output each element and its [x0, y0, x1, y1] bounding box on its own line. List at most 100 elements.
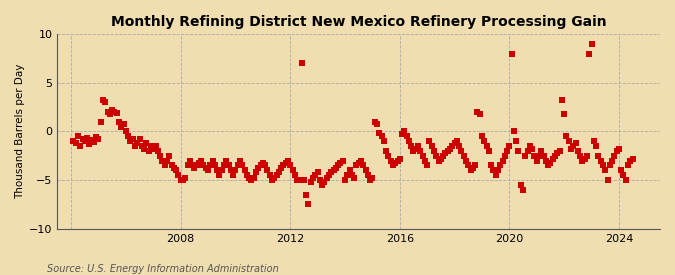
Point — [150, 144, 161, 148]
Point — [442, 149, 453, 153]
Point — [217, 168, 227, 172]
Point — [338, 158, 348, 163]
Point — [153, 149, 163, 153]
Point — [543, 163, 554, 168]
Point — [604, 163, 615, 168]
Point — [524, 144, 535, 148]
Point — [86, 138, 97, 142]
Point — [223, 163, 234, 168]
Point — [196, 158, 207, 163]
Point — [230, 168, 241, 172]
Point — [296, 61, 307, 66]
Point — [310, 173, 321, 177]
Point — [207, 158, 218, 163]
Point — [602, 178, 613, 182]
Point — [369, 120, 380, 124]
Point — [70, 141, 81, 145]
Point — [244, 176, 254, 180]
Point — [526, 147, 537, 151]
Point — [547, 156, 558, 161]
Point — [531, 158, 542, 163]
Point — [424, 139, 435, 143]
Point — [82, 136, 92, 141]
Point — [522, 149, 533, 153]
Point — [333, 163, 344, 168]
Point — [511, 139, 522, 143]
Point — [285, 163, 296, 168]
Point — [298, 178, 309, 182]
Point — [68, 139, 79, 143]
Point — [422, 163, 433, 168]
Point — [541, 158, 551, 163]
Point — [321, 176, 332, 180]
Point — [118, 122, 129, 126]
Point — [488, 168, 499, 172]
Point — [75, 144, 86, 148]
Point — [481, 144, 492, 148]
Point — [344, 168, 355, 172]
Point — [520, 153, 531, 158]
Point — [194, 160, 205, 165]
Y-axis label: Thousand Barrels per Day: Thousand Barrels per Day — [15, 64, 25, 199]
Point — [111, 111, 122, 115]
Point — [429, 149, 439, 153]
Point — [301, 192, 312, 197]
Point — [143, 149, 154, 153]
Point — [392, 158, 403, 163]
Point — [273, 170, 284, 175]
Point — [500, 153, 510, 158]
Point — [549, 153, 560, 158]
Point — [342, 173, 353, 177]
Point — [159, 163, 170, 168]
Point — [458, 153, 469, 158]
Point — [566, 147, 576, 151]
Point — [116, 124, 127, 129]
Point — [600, 168, 611, 172]
Point — [449, 141, 460, 145]
Point — [91, 135, 102, 139]
Point — [534, 153, 545, 158]
Point — [561, 134, 572, 139]
Point — [139, 147, 150, 151]
Point — [225, 168, 236, 172]
Point — [169, 166, 180, 170]
Point — [394, 156, 405, 161]
Point — [584, 52, 595, 56]
Point — [568, 144, 578, 148]
Point — [360, 168, 371, 172]
Point — [577, 158, 588, 163]
Point — [340, 178, 350, 182]
Point — [317, 183, 327, 187]
Point — [257, 160, 268, 165]
Point — [184, 158, 195, 163]
Point — [255, 163, 266, 168]
Title: Monthly Refining District New Mexico Refinery Processing Gain: Monthly Refining District New Mexico Ref… — [111, 15, 607, 29]
Point — [495, 163, 506, 168]
Point — [237, 163, 248, 168]
Point — [408, 149, 419, 153]
Point — [493, 168, 504, 172]
Point — [460, 158, 471, 163]
Point — [214, 173, 225, 177]
Point — [331, 166, 342, 170]
Point — [622, 163, 633, 168]
Point — [415, 149, 426, 153]
Point — [376, 134, 387, 139]
Point — [269, 176, 279, 180]
Point — [182, 163, 193, 168]
Point — [406, 144, 416, 148]
Point — [326, 170, 337, 175]
Point — [290, 173, 300, 177]
Point — [367, 176, 378, 180]
Point — [105, 112, 115, 116]
Point — [200, 166, 211, 170]
Point — [545, 160, 556, 165]
Point — [552, 151, 563, 155]
Point — [98, 98, 109, 103]
Point — [235, 158, 246, 163]
Point — [132, 141, 142, 145]
Point — [164, 153, 175, 158]
Point — [477, 134, 487, 139]
Point — [383, 153, 394, 158]
Point — [597, 163, 608, 168]
